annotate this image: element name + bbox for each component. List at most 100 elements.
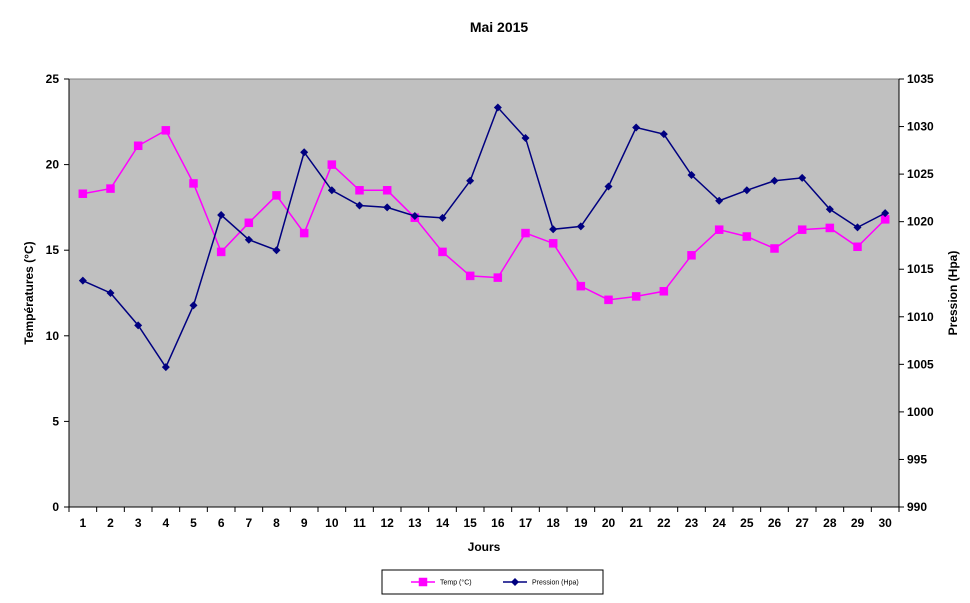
data-point-temp <box>659 287 669 296</box>
data-point-pression <box>853 223 862 232</box>
x-tick-label: 9 <box>301 516 308 530</box>
x-tick-label: 15 <box>463 516 477 530</box>
data-point-pression <box>604 182 613 191</box>
legend-marker-pression <box>511 578 519 586</box>
data-point-temp <box>382 186 392 195</box>
x-tick-label: 27 <box>795 516 809 530</box>
data-point-pression <box>770 176 779 185</box>
data-point-pression <box>659 130 668 139</box>
data-point-temp <box>631 292 641 301</box>
x-tick-label: 29 <box>851 516 865 530</box>
x-tick-label: 25 <box>740 516 754 530</box>
y-right-tick-label: 1030 <box>907 120 934 134</box>
x-tick-label: 4 <box>162 516 169 530</box>
legend-marker-temp <box>418 577 428 587</box>
y-right-tick-label: 1020 <box>907 215 934 229</box>
data-point-pression <box>715 196 724 205</box>
x-tick-label: 3 <box>135 516 142 530</box>
data-point-temp <box>189 179 198 188</box>
data-point-pression <box>521 133 530 142</box>
series-temp <box>78 126 890 305</box>
data-point-temp <box>106 184 115 193</box>
data-point-pression <box>300 148 309 157</box>
data-point-pression <box>438 213 447 222</box>
data-point-temp <box>687 251 696 260</box>
data-point-temp <box>355 186 364 195</box>
data-point-pression <box>161 363 170 372</box>
x-tick-label: 10 <box>325 516 339 530</box>
x-tick-label: 13 <box>408 516 422 530</box>
data-point-pression <box>466 176 475 185</box>
data-point-temp <box>548 239 558 248</box>
data-point-pression <box>549 225 558 234</box>
data-point-pression <box>106 289 115 297</box>
axes: 0510152025990995100010051010101510201025… <box>46 72 934 530</box>
x-tick-label: 23 <box>685 516 699 530</box>
x-tick-label: 6 <box>218 516 225 530</box>
data-point-temp <box>825 223 835 233</box>
data-point-pression <box>244 235 253 244</box>
x-tick-label: 1 <box>79 516 86 530</box>
x-axis-label: Jours <box>468 540 501 554</box>
data-point-temp <box>493 273 503 282</box>
y-left-tick-label: 20 <box>46 158 60 172</box>
data-point-pression <box>134 321 143 330</box>
data-point-pression <box>687 171 696 180</box>
legend-label-pression: Pression (Hpa) <box>532 580 579 587</box>
data-point-temp <box>244 218 254 228</box>
x-tick-label: 20 <box>602 516 616 530</box>
x-tick-label: 30 <box>878 516 892 530</box>
x-tick-label: 28 <box>823 516 837 530</box>
y-right-tick-label: 1005 <box>907 357 934 371</box>
y-left-tick-label: 10 <box>46 329 60 343</box>
data-point-temp <box>853 242 862 252</box>
y-right-tick-label: 990 <box>907 500 927 514</box>
x-tick-label: 17 <box>519 516 533 530</box>
series-pression <box>78 103 890 372</box>
data-point-pression <box>189 301 198 310</box>
data-point-pression <box>576 222 585 231</box>
data-point-temp <box>797 225 807 234</box>
y-left-tick-label: 15 <box>46 243 60 257</box>
x-tick-label: 18 <box>546 516 560 530</box>
data-point-temp <box>742 232 752 241</box>
data-point-temp <box>576 281 586 291</box>
legend-label-temp: Temp (°C) <box>440 579 472 587</box>
y-left-tick-label: 0 <box>52 500 59 514</box>
x-tick-label: 5 <box>190 516 197 530</box>
data-point-temp <box>465 271 475 281</box>
data-point-pression <box>493 103 502 112</box>
data-point-temp <box>770 244 779 253</box>
plot-area <box>68 78 900 508</box>
data-point-pression <box>383 203 392 212</box>
data-point-pression <box>78 276 87 285</box>
x-tick-label: 26 <box>768 516 782 530</box>
data-point-pression <box>217 211 226 220</box>
series-line-temp <box>82 129 886 301</box>
data-point-temp <box>216 247 226 257</box>
y-right-tick-label: 1015 <box>907 262 934 276</box>
series-line-pression <box>82 106 886 369</box>
data-point-pression <box>327 186 336 195</box>
data-point-temp <box>78 189 88 198</box>
x-tick-label: 24 <box>712 516 726 530</box>
x-tick-label: 22 <box>657 516 671 530</box>
data-point-pression <box>410 211 419 220</box>
data-point-temp <box>714 225 724 234</box>
data-point-temp <box>604 295 613 305</box>
x-tick-label: 14 <box>436 516 450 530</box>
chart-title: Mai 2015 <box>470 19 529 35</box>
data-point-pression <box>355 201 364 210</box>
y-right-tick-label: 1025 <box>907 167 934 181</box>
data-point-temp <box>161 126 171 135</box>
data-point-pression <box>272 246 281 255</box>
y-axis-label-left: Températures (°C) <box>22 241 36 344</box>
data-point-temp <box>272 191 281 200</box>
x-tick-label: 12 <box>380 516 394 530</box>
data-point-temp <box>133 141 143 151</box>
data-point-temp <box>438 247 447 257</box>
data-point-pression <box>632 123 641 132</box>
y-left-tick-label: 25 <box>46 72 60 86</box>
data-point-pression <box>742 186 751 195</box>
